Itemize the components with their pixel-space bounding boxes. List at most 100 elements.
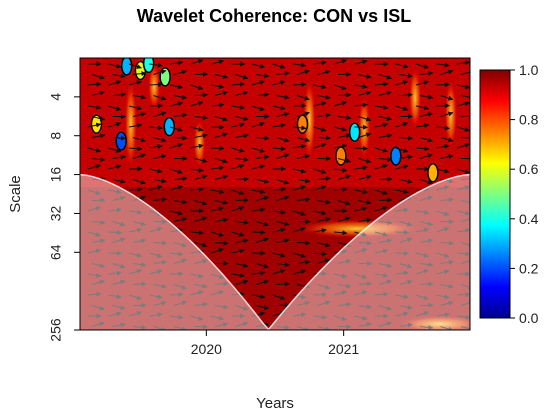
- phase-arrow: [317, 199, 331, 205]
- phase-arrow: [231, 231, 245, 237]
- phase-arrow: [153, 300, 167, 307]
- phase-arrow: [153, 197, 167, 203]
- phase-arrow: [317, 176, 331, 182]
- chart-title: Wavelet Coherence: CON vs ISL: [137, 6, 411, 26]
- phase-arrow: [235, 321, 249, 328]
- phase-arrow: [194, 324, 208, 330]
- phase-arrow: [436, 312, 450, 318]
- phase-arrow: [292, 269, 307, 275]
- phase-arrow: [358, 240, 372, 246]
- phase-arrow: [436, 62, 450, 68]
- phase-arrow: [415, 252, 430, 258]
- phase-arrow: [194, 133, 208, 139]
- phase-arrow: [231, 122, 245, 128]
- phase-arrow: [87, 122, 102, 128]
- phase-arrow: [255, 237, 269, 244]
- phase-arrow: [440, 69, 454, 76]
- phase-arrow: [354, 273, 368, 279]
- phase-arrow: [436, 252, 450, 258]
- colorbar-tick-label: 0.6: [519, 161, 539, 177]
- phase-arrow: [333, 84, 347, 90]
- phase-arrow: [456, 228, 470, 234]
- phase-arrow: [132, 281, 147, 287]
- coherence-island: [427, 163, 439, 183]
- phase-arrow: [132, 324, 147, 330]
- phase-arrow: [173, 241, 187, 248]
- phase-arrow: [251, 311, 266, 317]
- phase-arrow: [173, 199, 188, 205]
- phase-arrow: [460, 112, 470, 118]
- phase-arrow: [149, 269, 163, 275]
- phase-arrow: [292, 144, 307, 149]
- phase-arrow: [440, 197, 454, 203]
- colorbar-tick-label: 0.8: [519, 112, 539, 128]
- phase-arrow: [317, 217, 331, 223]
- y-tick-label: 64: [48, 244, 64, 260]
- phase-arrow: [292, 168, 307, 174]
- phase-arrow: [460, 283, 470, 290]
- phase-arrow: [419, 281, 434, 287]
- phase-arrow: [272, 63, 286, 69]
- phase-arrow: [292, 62, 307, 68]
- phase-arrow: [292, 252, 306, 258]
- phase-arrow: [173, 300, 187, 307]
- phase-arrow: [354, 165, 368, 171]
- phase-arrow: [456, 314, 470, 320]
- phase-arrow: [313, 60, 327, 66]
- phase-arrow: [194, 92, 208, 98]
- phase-arrow: [460, 325, 470, 330]
- phase-arrow: [112, 135, 126, 141]
- phase-arrow: [272, 146, 286, 152]
- phase-arrow: [436, 82, 450, 88]
- phase-arrow: [190, 101, 204, 107]
- phase-arrow: [108, 147, 122, 153]
- phase-arrow: [210, 206, 225, 212]
- phase-arrow: [91, 90, 105, 97]
- phase-arrow: [292, 185, 306, 191]
- phase-arrow: [255, 279, 269, 286]
- phase-arrow: [419, 195, 433, 202]
- phase-arrow: [460, 258, 470, 265]
- phase-arrow: [231, 189, 245, 196]
- phase-arrow: [460, 135, 470, 141]
- phase-arrow: [436, 210, 450, 216]
- phase-arrow: [292, 294, 307, 300]
- phase-arrow: [108, 122, 122, 128]
- phase-arrow: [378, 220, 393, 226]
- phase-arrow: [395, 105, 409, 111]
- phase-arrow: [149, 185, 163, 191]
- phase-arrow: [415, 227, 430, 233]
- y-tick-label: 256: [48, 318, 64, 342]
- phase-arrow: [358, 199, 372, 205]
- phase-arrow: [108, 270, 122, 276]
- phase-arrow: [317, 283, 331, 290]
- phase-arrow: [272, 269, 286, 275]
- phase-arrow: [440, 111, 454, 118]
- phase-arrow: [415, 123, 430, 129]
- phase-arrow: [276, 112, 290, 118]
- phase-arrow: [112, 220, 126, 227]
- phase-arrow: [333, 230, 348, 236]
- phase-arrow: [190, 273, 204, 279]
- phase-arrow: [440, 178, 454, 184]
- phase-arrow: [153, 240, 167, 246]
- phase-arrow: [296, 69, 310, 76]
- phase-arrow: [112, 178, 126, 184]
- phase-arrow: [358, 157, 372, 164]
- phase-arrow: [149, 125, 163, 131]
- phase-arrow: [169, 60, 184, 66]
- phase-arrow: [255, 304, 270, 310]
- phase-arrow: [128, 269, 142, 275]
- coherence-island: [296, 114, 309, 134]
- phase-arrow: [354, 315, 368, 321]
- phase-arrow: [153, 283, 167, 289]
- phase-arrow: [419, 136, 433, 143]
- phase-arrow: [190, 315, 204, 321]
- phase-arrow: [190, 290, 204, 296]
- phase-arrow: [255, 220, 269, 227]
- phase-arrow: [358, 174, 372, 181]
- phase-arrow: [87, 291, 102, 297]
- phase-arrow: [337, 115, 352, 121]
- phase-arrow: [194, 157, 208, 164]
- plot-frame: [79, 57, 471, 331]
